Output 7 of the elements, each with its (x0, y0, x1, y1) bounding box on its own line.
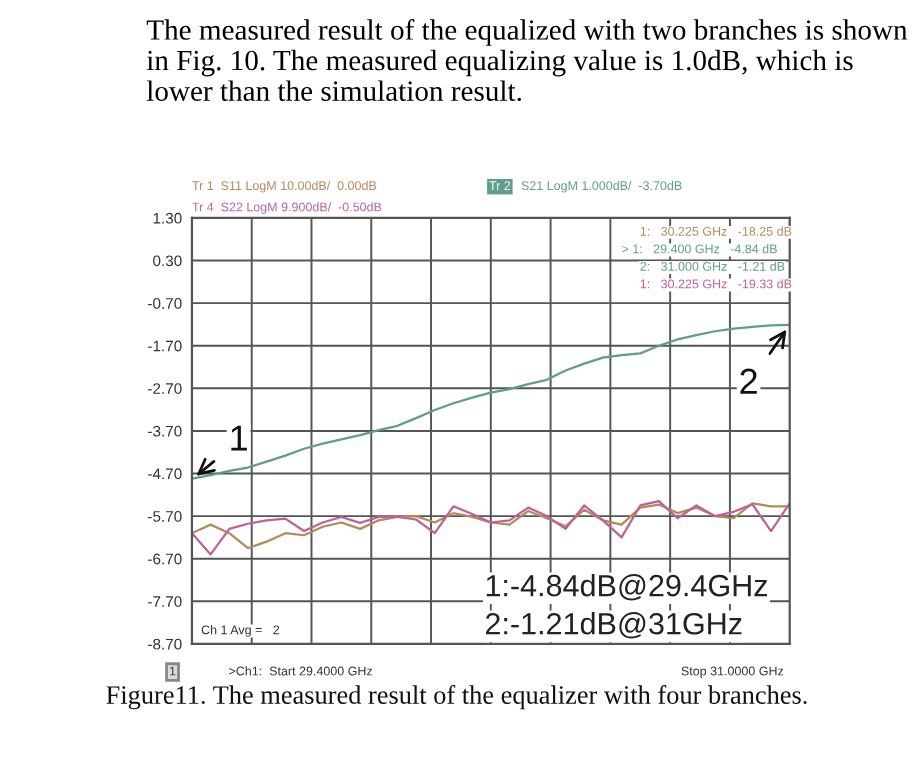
annotation: 1:-4.84dB@29.4GHz (486, 574, 767, 601)
annotation: 2:-1.21dB@31GHz (485, 612, 742, 639)
annotation: 1 (231, 425, 247, 451)
annotation: 2 (740, 368, 757, 394)
text: The measured result of the equalized with two branches is shown in Fig. 10. The measured equalizing value is 1.0dB, which is lower than the simulation result. (146, 19, 908, 102)
line-series (191, 323, 790, 480)
caption: Figure11. The measured result of the equalizer with four branches. (106, 685, 807, 710)
